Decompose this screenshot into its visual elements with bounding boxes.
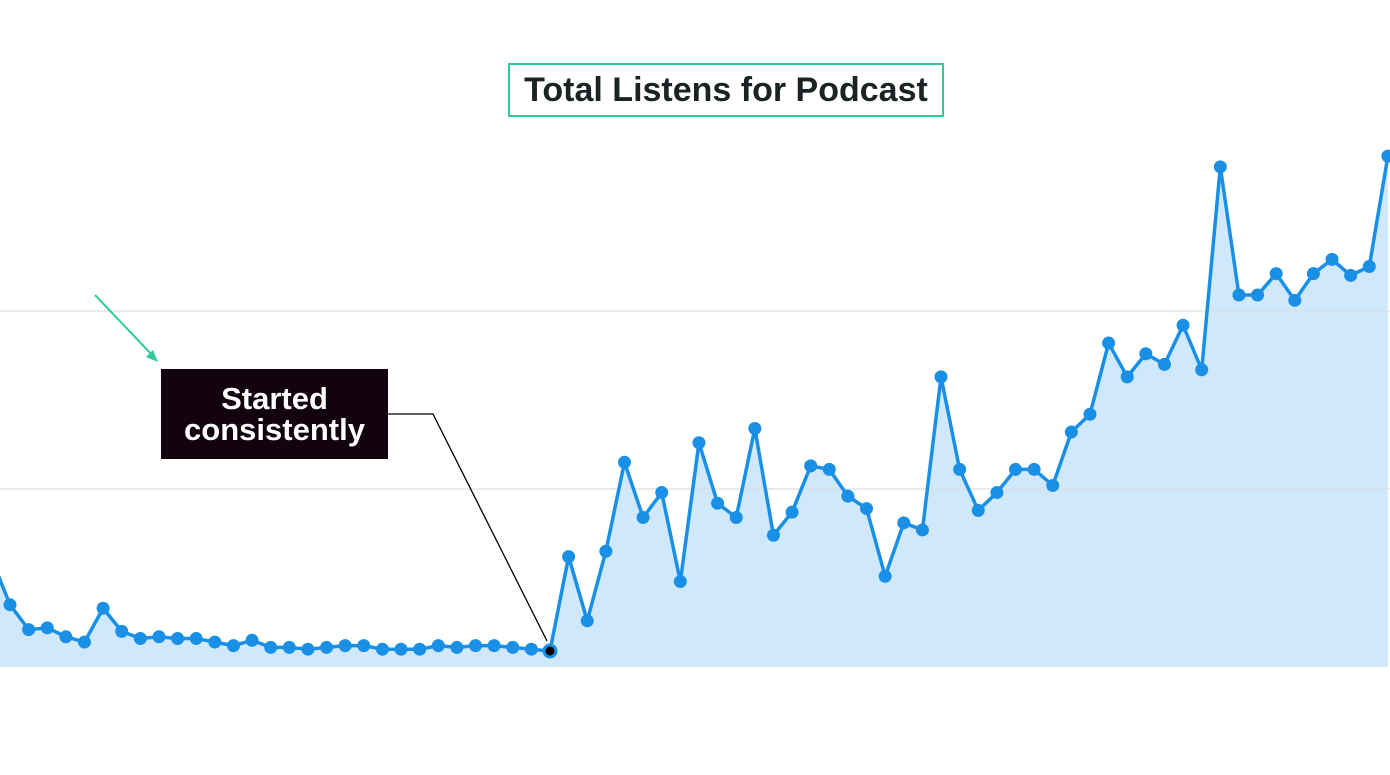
chart-title: Total Listens for Podcast — [508, 63, 944, 117]
data-point — [897, 516, 911, 530]
data-point — [357, 639, 371, 653]
arrow-shaft — [94, 294, 155, 358]
area — [0, 156, 1388, 667]
data-point — [1064, 425, 1078, 439]
data-point — [487, 639, 501, 653]
data-point — [1213, 160, 1227, 174]
data-point — [1083, 407, 1097, 421]
data-point — [3, 598, 17, 612]
data-point — [748, 421, 762, 435]
data-point — [152, 630, 166, 644]
data-point — [189, 632, 203, 646]
data-point — [1120, 370, 1134, 384]
data-point — [1344, 268, 1358, 282]
line — [0, 155, 1390, 653]
data-point — [282, 640, 296, 654]
annotation: Started consistently — [161, 369, 388, 459]
data-point — [1288, 293, 1302, 307]
data-point — [841, 489, 855, 503]
data-point — [878, 569, 892, 583]
data-point — [171, 632, 185, 646]
data-point — [711, 496, 725, 510]
data-point — [245, 633, 259, 647]
data-point — [934, 370, 948, 384]
data-point — [40, 621, 54, 635]
data-point — [599, 544, 613, 558]
data-point — [822, 462, 836, 476]
data-point — [1306, 267, 1320, 281]
data-point — [469, 639, 483, 653]
data-point — [96, 601, 110, 615]
data-point — [208, 635, 222, 649]
data-point — [1362, 260, 1376, 273]
data-point — [636, 510, 650, 524]
data-point — [655, 486, 669, 500]
data-point — [22, 623, 36, 637]
data-point — [1232, 288, 1246, 302]
data-point — [562, 550, 576, 564]
data-point — [115, 624, 129, 638]
data-point — [450, 640, 464, 654]
data-point — [1027, 462, 1041, 476]
data-point — [990, 486, 1004, 500]
data-point — [413, 642, 427, 656]
data-point — [580, 614, 594, 628]
data-point — [264, 640, 278, 654]
data-point — [804, 459, 818, 473]
data-point — [1325, 252, 1339, 266]
data-point — [1009, 462, 1022, 476]
data-point — [78, 635, 91, 649]
data-point — [542, 643, 558, 659]
data-point — [1381, 149, 1390, 163]
data-point — [915, 523, 929, 537]
data-point — [785, 505, 799, 519]
data-point — [524, 642, 538, 656]
data-point — [692, 436, 706, 450]
data-point — [953, 462, 967, 476]
data-point — [971, 503, 985, 517]
data-point — [338, 639, 352, 653]
data-point — [1251, 288, 1265, 302]
data-point — [1102, 336, 1116, 350]
data-point — [1139, 347, 1153, 361]
data-point — [394, 642, 408, 656]
data-point — [729, 510, 743, 524]
data-point — [506, 640, 520, 654]
arrow-head — [146, 350, 158, 362]
data-point — [375, 642, 389, 656]
data-point — [320, 640, 334, 654]
data-point — [1195, 363, 1209, 377]
data-point — [673, 575, 687, 589]
data-point — [1046, 478, 1060, 492]
data-point — [226, 639, 240, 653]
data-point — [1269, 267, 1283, 281]
data-point — [431, 639, 445, 653]
annotation-connector — [388, 413, 548, 642]
data-point — [1176, 318, 1190, 332]
data-point — [1157, 357, 1171, 371]
data-point — [301, 642, 315, 656]
data-point — [766, 528, 780, 542]
data-point — [59, 630, 73, 644]
data-point — [617, 455, 631, 469]
data-point — [860, 502, 874, 516]
data-point — [133, 632, 147, 646]
